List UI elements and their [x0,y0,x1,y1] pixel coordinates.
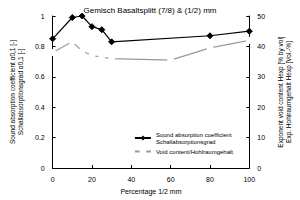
svg-text:0: 0 [51,176,55,183]
svg-text:20: 20 [257,104,265,111]
svg-text:Schallabsorptionsgrad: Schallabsorptionsgrad [156,139,215,145]
svg-text:Gemisch Basaltsplitt (7/8) & (: Gemisch Basaltsplitt (7/8) & (1/2) mm [84,6,217,15]
svg-text:Sound absorption coefficient: Sound absorption coefficient [156,132,232,138]
svg-text:0.6: 0.6 [35,73,45,80]
svg-text:30: 30 [257,73,265,80]
svg-text:20: 20 [88,176,96,183]
svg-text:0.8: 0.8 [35,43,45,50]
svg-text:0.2: 0.2 [35,134,45,141]
svg-text:1: 1 [41,13,45,20]
svg-text:40: 40 [257,43,265,50]
svg-text:Percentage 1/2 mm: Percentage 1/2 mm [120,188,181,196]
svg-text:40: 40 [127,176,135,183]
svg-text:Exp. Hohlraumgehalt Hexp [Vol.: Exp. Hohlraumgehalt Hexp [Vol.-%] [285,41,293,143]
svg-text:10: 10 [257,134,265,141]
svg-text:80: 80 [206,176,214,183]
svg-text:Void content/Hohlraumgehalt: Void content/Hohlraumgehalt [156,149,233,155]
svg-text:50: 50 [257,13,265,20]
svg-text:0: 0 [257,165,261,172]
svg-text:60: 60 [167,176,175,183]
svg-text:Schallabsorptionsgrad α0,1 [-]: Schallabsorptionsgrad α0,1 [-] [17,49,25,136]
svg-text:Exponent void content Hexp [%: Exponent void content Hexp [% by vol] [277,36,285,147]
svg-text:100: 100 [243,176,255,183]
svg-text:Sound absorption coefficient α: Sound absorption coefficient α0,1 [-] [9,40,17,144]
svg-text:0.4: 0.4 [35,104,45,111]
svg-text:0: 0 [41,165,45,172]
